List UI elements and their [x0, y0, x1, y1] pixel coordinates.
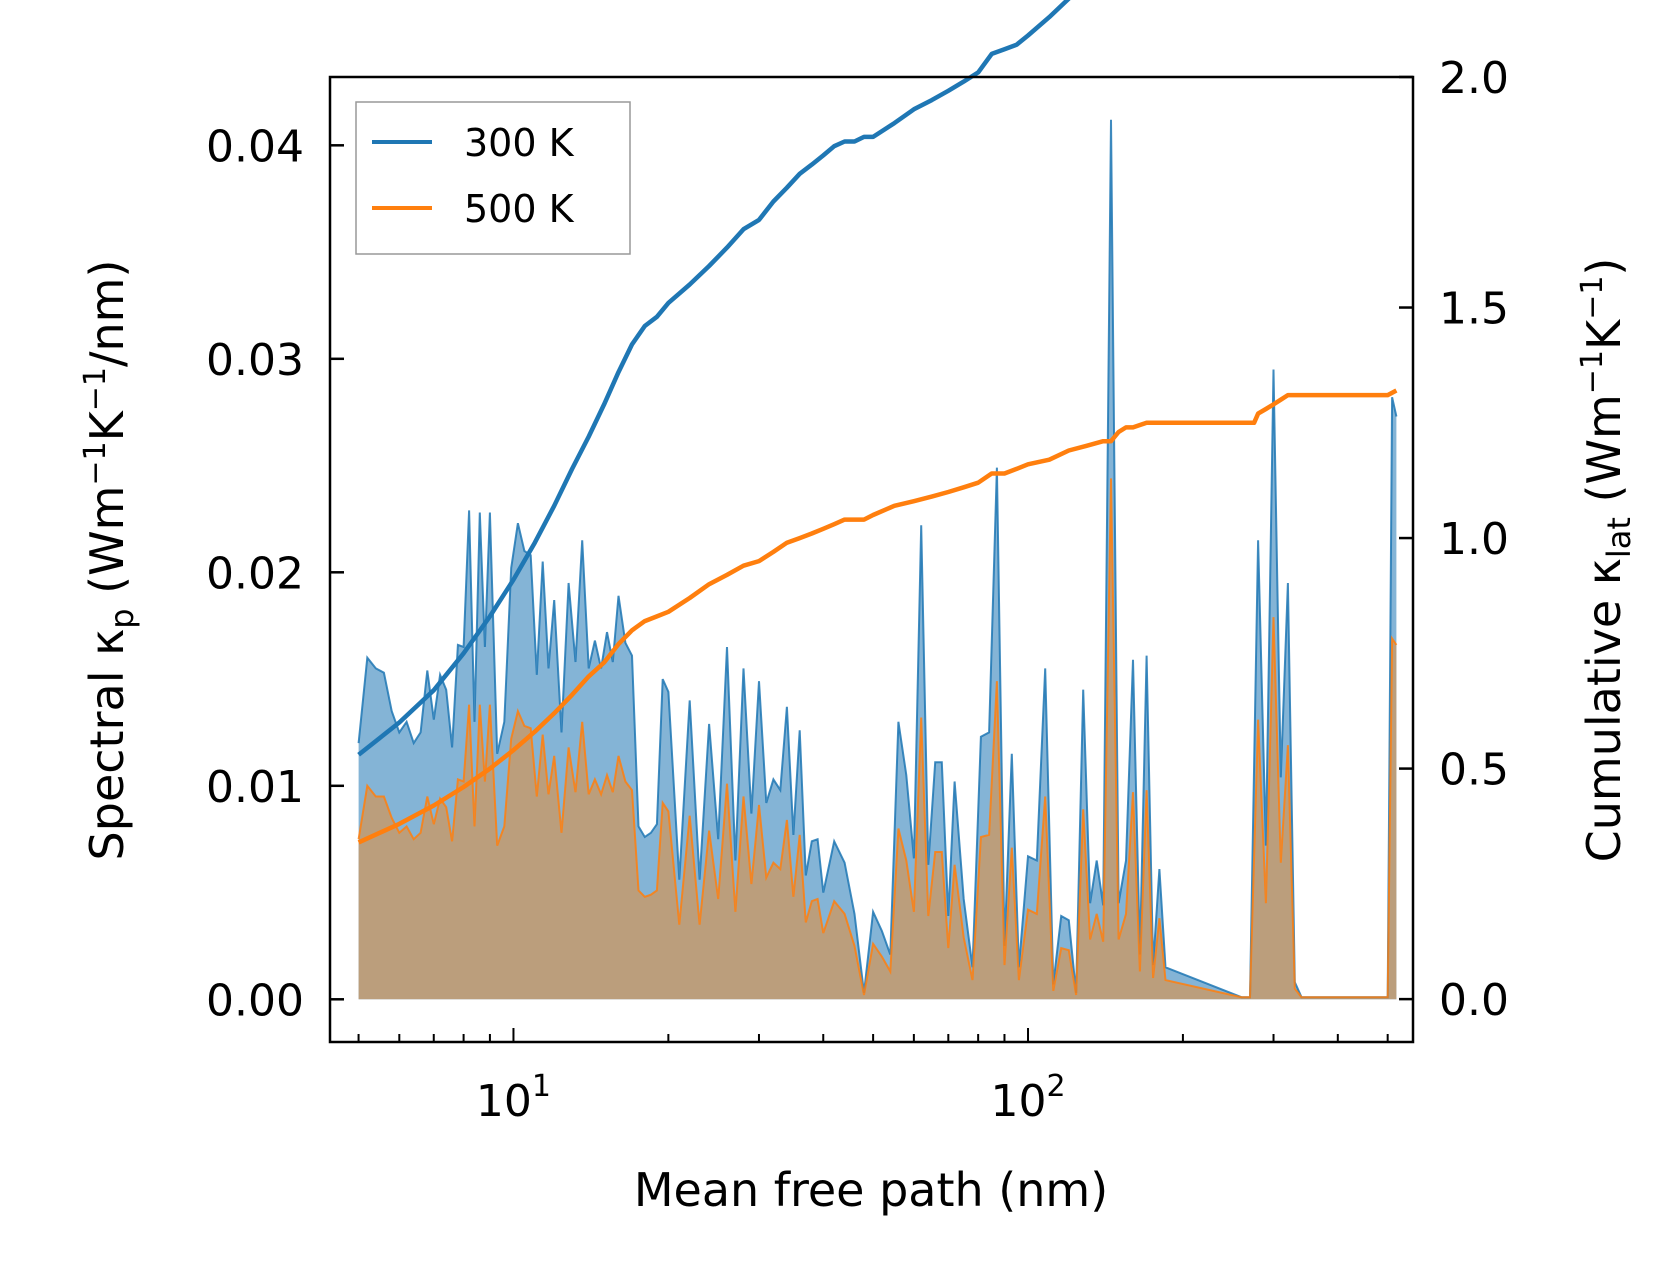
legend-300K-label: 300 K [464, 121, 575, 165]
left-tick-label: 0.02 [206, 548, 304, 599]
spectral-fills [358, 119, 1397, 1000]
right-tick-label: 1.5 [1439, 284, 1509, 335]
left-tick-label: 0.01 [206, 762, 304, 813]
legend-box [355, 101, 631, 255]
right-tick-label: 2.0 [1439, 53, 1509, 104]
left-axis-title: Spectral κp (Wm−1K−1/nm) [78, 260, 141, 861]
right-tick-label: 1.0 [1439, 514, 1509, 565]
spectral-fill-500K [358, 478, 1397, 1000]
right-tick-label: 0.0 [1439, 975, 1509, 1026]
spectral-line-300K [357, 119, 1398, 999]
x-tick-label: 102 [990, 1069, 1065, 1127]
cumulative-lines [357, 0, 1398, 845]
x-tick-label: 101 [476, 1069, 551, 1127]
x-axis-title: Mean free path (nm) [634, 1163, 1108, 1217]
cumulative-line-300K [357, 0, 1071, 757]
right-axis-title: Cumulative κlat (Wm−1K−1) [1575, 258, 1638, 863]
left-tick-label: 0.04 [206, 121, 304, 172]
legend: 300 K 500 K [355, 101, 631, 255]
left-tick-label: 0.03 [206, 335, 304, 386]
spectral-line-500K [357, 478, 1398, 999]
ticks: 0.00 0.01 0.02 0.03 0.04 0.0 0.5 1.0 1.5 2.0 101 10… [206, 53, 1509, 1127]
plot-frame [328, 75, 1415, 1044]
legend-500K-label: 500 K [464, 187, 575, 231]
right-tick-label: 0.5 [1439, 745, 1509, 796]
left-tick-label: 0.00 [206, 975, 304, 1026]
spectral-lines [357, 119, 1398, 999]
cumulative-line-500K [357, 388, 1398, 845]
